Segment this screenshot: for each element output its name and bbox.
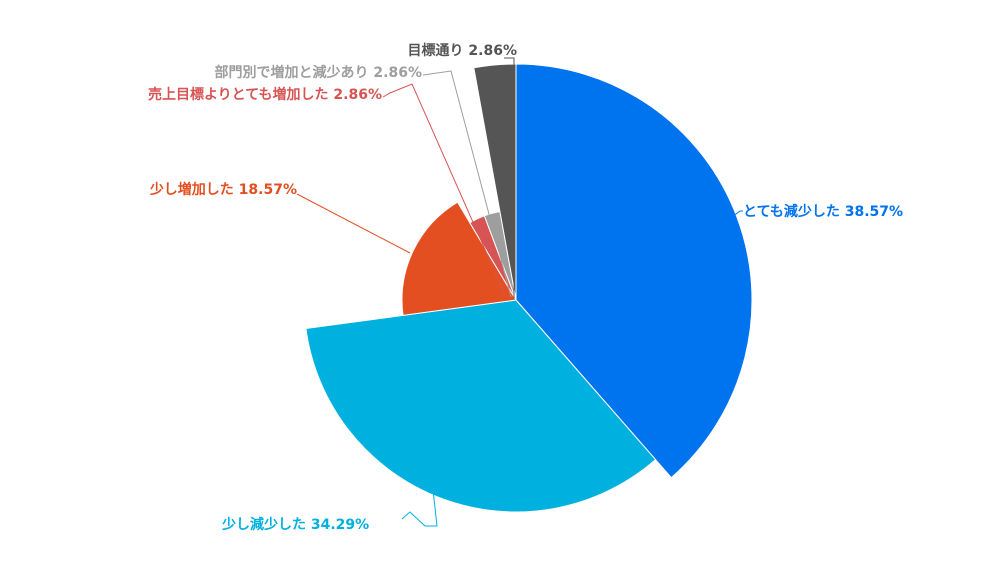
label-bumonbetsu: 部門別で増加と減少あり 2.86% <box>215 64 422 81</box>
slice-mokuhyou-doori <box>473 63 517 301</box>
label-totemo-genshou: とても減少した 38.57% <box>743 203 903 220</box>
label-mokuhyou-doori: 目標通り 2.86% <box>408 42 517 59</box>
label-uriage-mokuhyou: 売上目標よりとても増加した 2.86% <box>148 86 382 103</box>
slice-totemo-genshou <box>515 63 753 479</box>
leader-line-5 <box>422 70 512 298</box>
label-sukoshi-zouka: 少し増加した 18.57% <box>149 181 297 198</box>
slice-sukoshi-zouka <box>401 201 517 316</box>
slice-sukoshi-genshou <box>305 299 657 513</box>
leader-line-2 <box>401 452 438 527</box>
leader-line-6 <box>504 57 515 299</box>
leader-lines <box>296 57 743 527</box>
leader-line-1 <box>731 210 743 218</box>
leader-line-3 <box>296 193 411 254</box>
pie-slices <box>305 63 753 513</box>
leader-line-4 <box>382 83 507 298</box>
slice-labels: とても減少した 38.57% 少し減少した 34.29% 少し増加した 18.5… <box>148 42 903 533</box>
label-sukoshi-genshou: 少し減少した 34.29% <box>221 516 369 533</box>
